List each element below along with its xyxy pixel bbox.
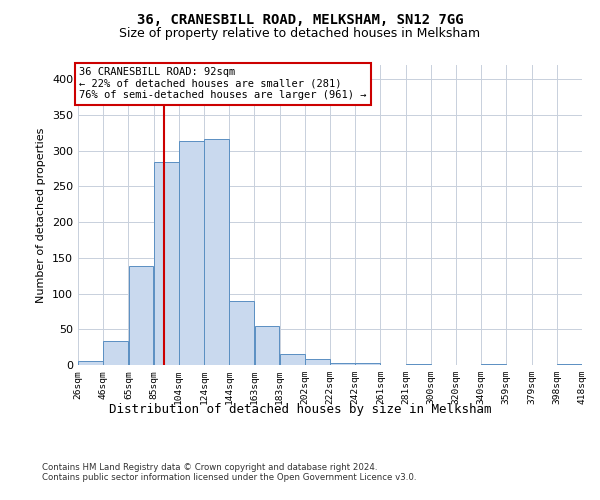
Bar — [179, 142, 204, 365]
Y-axis label: Number of detached properties: Number of detached properties — [37, 128, 46, 302]
Text: Contains HM Land Registry data © Crown copyright and database right 2024.: Contains HM Land Registry data © Crown c… — [42, 462, 377, 471]
Bar — [280, 354, 305, 365]
Text: 36 CRANESBILL ROAD: 92sqm
← 22% of detached houses are smaller (281)
76% of semi: 36 CRANESBILL ROAD: 92sqm ← 22% of detac… — [79, 67, 367, 100]
Bar — [78, 362, 103, 365]
Text: Distribution of detached houses by size in Melksham: Distribution of detached houses by size … — [109, 402, 491, 415]
Text: 36, CRANESBILL ROAD, MELKSHAM, SN12 7GG: 36, CRANESBILL ROAD, MELKSHAM, SN12 7GG — [137, 12, 463, 26]
Bar — [254, 326, 280, 365]
Bar — [355, 363, 380, 365]
Bar — [204, 140, 229, 365]
Bar — [406, 364, 431, 365]
Bar — [229, 302, 254, 365]
Bar — [330, 363, 355, 365]
Bar — [481, 364, 506, 365]
Bar — [154, 162, 179, 365]
Bar — [128, 266, 154, 365]
Bar — [557, 364, 582, 365]
Bar — [103, 342, 128, 365]
Text: Contains public sector information licensed under the Open Government Licence v3: Contains public sector information licen… — [42, 472, 416, 482]
Text: Size of property relative to detached houses in Melksham: Size of property relative to detached ho… — [119, 28, 481, 40]
Bar — [305, 360, 330, 365]
